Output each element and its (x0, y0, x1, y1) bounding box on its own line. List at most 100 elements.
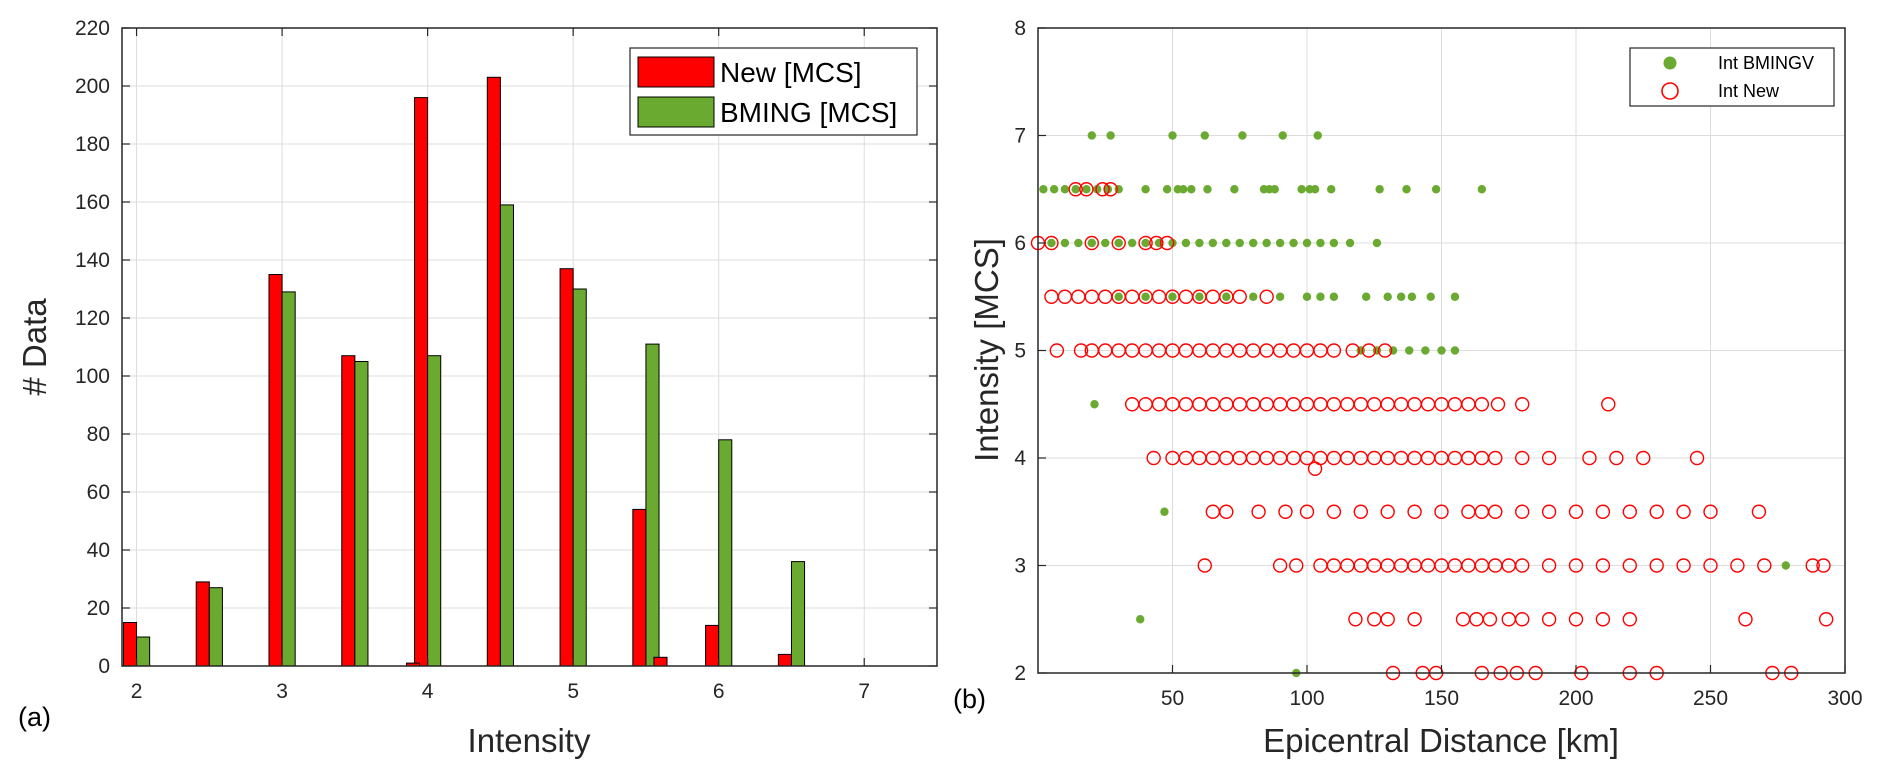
point-int-new (1689, 450, 1705, 466)
point-int-new (1649, 504, 1664, 519)
point-int-new (1345, 343, 1360, 358)
point-int-new (1474, 504, 1490, 519)
point-int-new (1146, 450, 1161, 466)
point-int-new (1447, 397, 1463, 412)
point-int-new (1609, 450, 1624, 466)
legend-intnew-label: Int New (1718, 81, 1780, 101)
point-int-new (1757, 558, 1772, 573)
point-int-bmingv (1103, 185, 1113, 194)
point-int-new (1816, 558, 1831, 573)
point-int-bmingv (1477, 185, 1487, 194)
point-int-new (1289, 558, 1304, 573)
point-int-bmingv (1071, 185, 1080, 194)
point-int-new (1151, 397, 1167, 412)
point-int-bmingv (1087, 238, 1097, 248)
point-int-new (1245, 397, 1261, 412)
point-int-bmingv (1329, 238, 1339, 248)
point-int-bmingv (1114, 238, 1123, 248)
point-int-new (1514, 504, 1530, 519)
point-int-bmingv (1310, 185, 1320, 194)
point-int-bmingv (1361, 292, 1371, 301)
point-int-bmingv (1222, 238, 1231, 248)
chart-a-xtick-label: 2 (131, 680, 143, 703)
point-int-new (1461, 504, 1476, 519)
chart-a-panel-label: (a) (18, 702, 51, 732)
point-int-bmingv (1396, 292, 1406, 301)
point-int-bmingv (1168, 238, 1177, 248)
legend-new-swatch (637, 56, 715, 88)
point-int-new (1079, 182, 1094, 197)
chart-a-ytick-label: 0 (98, 655, 110, 678)
point-int-new (1377, 343, 1393, 358)
point-int-bmingv (1087, 131, 1097, 140)
point-int-bmingv (1141, 292, 1150, 301)
point-int-bmingv (1160, 507, 1169, 516)
point-int-new (1676, 558, 1691, 573)
point-int-new (1149, 235, 1164, 251)
point-int-new (1393, 397, 1409, 412)
point-int-new (1124, 397, 1140, 412)
point-int-bmingv (1092, 185, 1102, 194)
point-int-bmingv (1039, 185, 1048, 194)
chart-a-xtick-label: 3 (276, 680, 288, 703)
bar-new (632, 508, 647, 667)
point-int-bmingv (1289, 238, 1298, 248)
point-int-new (1482, 612, 1498, 627)
point-int-new (1259, 289, 1274, 304)
chart-a-axes-box (121, 27, 938, 667)
point-int-new (1514, 397, 1530, 412)
point-int-new (1326, 343, 1342, 358)
chart-a-ytick-label: 140 (75, 249, 110, 272)
chart-b-xtick-label: 50 (1161, 687, 1184, 710)
point-int-bmingv (1127, 238, 1137, 248)
point-int-new (1340, 397, 1355, 412)
point-int-new (1703, 558, 1718, 573)
point-int-new (1461, 397, 1476, 412)
point-int-new (1313, 397, 1328, 412)
point-int-bmingv (1421, 346, 1430, 355)
chart-a-xtick-label: 5 (567, 680, 579, 703)
bar-bming (572, 288, 587, 667)
chart-b-ylabel: Intensity [MCS] (968, 238, 1005, 462)
bar-bming (645, 343, 660, 667)
point-int-bmingv (1405, 346, 1414, 355)
chart-a-xtick-label: 6 (713, 680, 725, 703)
chart-a-ytick-label: 100 (75, 365, 110, 388)
point-int-new (1286, 397, 1301, 412)
point-int-new (1490, 397, 1506, 412)
bar-bming (354, 361, 369, 667)
point-int-new (1084, 235, 1100, 251)
bar-new (777, 653, 792, 667)
point-int-new (1380, 612, 1395, 627)
point-int-new (1178, 397, 1194, 412)
point-int-new (1469, 612, 1484, 627)
chart-a-ytick-label: 120 (75, 307, 110, 330)
bar-new (341, 355, 356, 667)
chart-a-ytick-label: 200 (75, 75, 110, 98)
point-int-new (1361, 343, 1377, 358)
point-int-new (1138, 235, 1153, 251)
point-int-bmingv (1327, 185, 1336, 194)
chart-b-xtick-label: 250 (1693, 687, 1728, 710)
point-int-bmingv (1168, 131, 1177, 140)
point-int-new (1380, 397, 1395, 412)
point-int-bmingv (1297, 185, 1306, 194)
point-int-new (1805, 558, 1820, 573)
chart-a-histogram: 2 3 4 5 6 7 0 20 40 60 80 100 120 140 160 180 200 220 Int… (16, 17, 938, 759)
chart-a-ytick-label: 160 (75, 191, 110, 214)
point-int-bmingv (1082, 185, 1091, 194)
point-int-bmingv (1101, 238, 1110, 248)
point-int-new (1138, 397, 1153, 412)
point-int-new (1622, 558, 1638, 573)
point-int-new (1595, 612, 1611, 627)
chart-b-xtick-label: 150 (1424, 687, 1459, 710)
chart-a-xtick-label: 7 (858, 680, 870, 703)
point-int-new (1434, 504, 1449, 519)
point-int-new (1541, 558, 1557, 573)
point-int-bmingv (1181, 238, 1191, 248)
point-int-bmingv (1302, 292, 1312, 301)
legend-bming-swatch (637, 96, 715, 128)
point-int-bmingv (1450, 346, 1460, 355)
point-int-new (1595, 558, 1611, 573)
point-int-new (1474, 397, 1490, 412)
